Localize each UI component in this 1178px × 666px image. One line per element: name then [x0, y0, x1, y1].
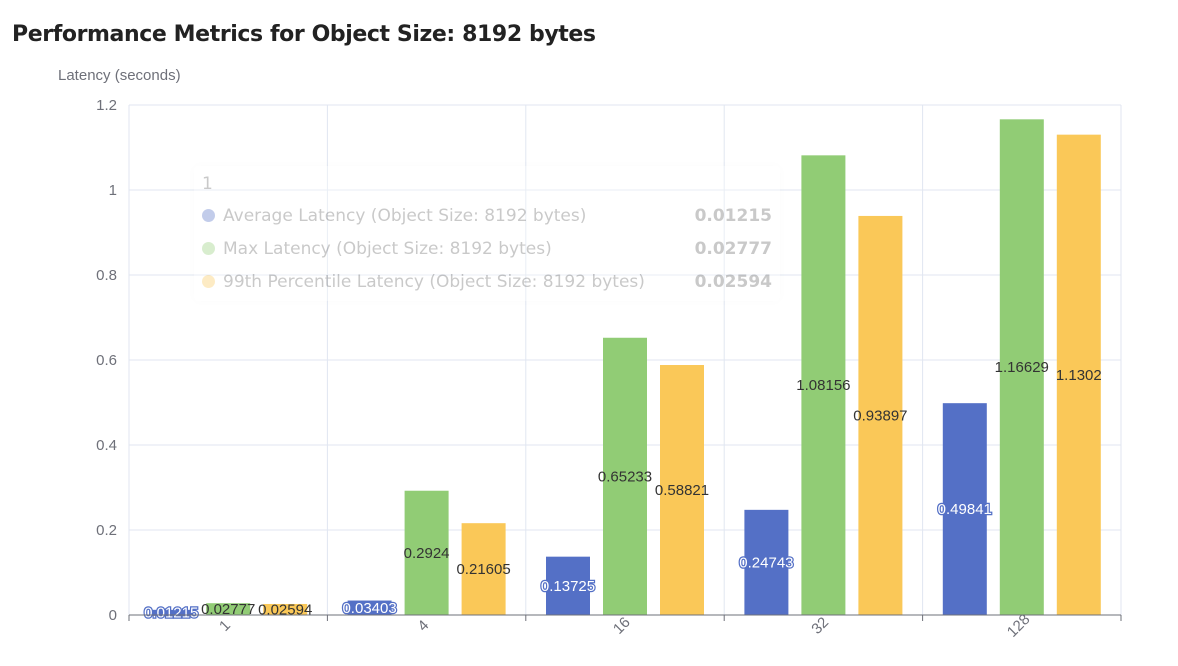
y-tick-label: 0.4 [96, 437, 117, 454]
bar [347, 600, 392, 615]
x-tick-label: 16 [610, 614, 634, 638]
data-label: 0.02777 [201, 601, 255, 618]
y-axis-ticks: 0 0.2 0.4 0.6 0.8 1 1.2 [96, 97, 117, 624]
data-label: 0.93897 [853, 407, 907, 424]
p99-legend-dot-icon [202, 275, 215, 288]
tooltip-series-name: Average Latency (Object Size: 8192 bytes… [223, 206, 587, 226]
tooltip-series-name: 99th Percentile Latency (Object Size: 81… [223, 272, 645, 292]
tooltip-row-average: Average Latency (Object Size: 8192 bytes… [202, 203, 772, 229]
data-label: 0.65233 [598, 468, 652, 485]
bar [942, 403, 987, 615]
y-axis-label: Latency (seconds) [58, 67, 181, 84]
data-labels: 0.01215 0.03403 0.13725 0.24743 0.49841 0.027… [143, 359, 1102, 623]
tooltip-series-value: 0.02777 [694, 239, 772, 259]
bars [149, 119, 1101, 616]
bar [603, 337, 647, 615]
tooltip-series-value: 0.01215 [694, 206, 772, 226]
bar [744, 509, 789, 615]
data-label: 1.08156 [796, 377, 850, 394]
x-tick-label: 4 [414, 617, 432, 635]
data-label: 0.03403 [342, 600, 396, 617]
y-tick-label: 0 [109, 607, 117, 624]
tooltip-row-p99: 99th Percentile Latency (Object Size: 81… [202, 269, 772, 295]
data-label: 0.21605 [456, 561, 510, 578]
bar [1056, 134, 1101, 616]
bar [149, 609, 194, 615]
x-tick-label: 32 [808, 614, 832, 638]
x-gridlines [128, 105, 1122, 615]
data-label: 0.13725 [541, 578, 595, 595]
bar [858, 215, 903, 615]
max-legend-dot-icon [202, 242, 215, 255]
tooltip-series-value: 0.02594 [694, 272, 772, 292]
bar [404, 490, 449, 615]
data-label: 0.01215 [144, 604, 198, 621]
bar [801, 155, 846, 615]
y-tick-label: 0.8 [96, 267, 117, 284]
tooltip-header: 1 [202, 174, 213, 194]
data-label: 0.2924 [404, 545, 450, 562]
data-label: 0.49841 [938, 501, 992, 518]
bar [461, 523, 506, 615]
x-tick-label: 1 [216, 617, 234, 635]
bar [660, 365, 704, 615]
bar [206, 603, 251, 615]
bar [546, 556, 590, 615]
bar [999, 119, 1044, 615]
data-label: 0.58821 [655, 482, 709, 499]
chart-title: Performance Metrics for Object Size: 819… [12, 22, 596, 47]
tooltip-row-max: Max Latency (Object Size: 8192 bytes) 0.… [202, 236, 772, 262]
bar [263, 603, 308, 615]
y-tick-label: 1.2 [96, 97, 117, 114]
average-legend-dot-icon [202, 209, 215, 222]
tooltip-series-name: Max Latency (Object Size: 8192 bytes) [223, 239, 552, 259]
y-tick-label: 0.6 [96, 352, 117, 369]
y-tick-label: 1 [109, 182, 117, 199]
data-label: 1.1302 [1056, 367, 1102, 384]
x-axis: 1 4 16 32 128 [128, 611, 1122, 641]
data-label: 0.24743 [739, 554, 793, 571]
tooltip: 1 Average Latency (Object Size: 8192 byt… [194, 166, 780, 301]
data-label: 1.16629 [995, 359, 1049, 376]
y-tick-label: 0.2 [96, 522, 117, 539]
data-label: 0.02594 [258, 601, 312, 618]
